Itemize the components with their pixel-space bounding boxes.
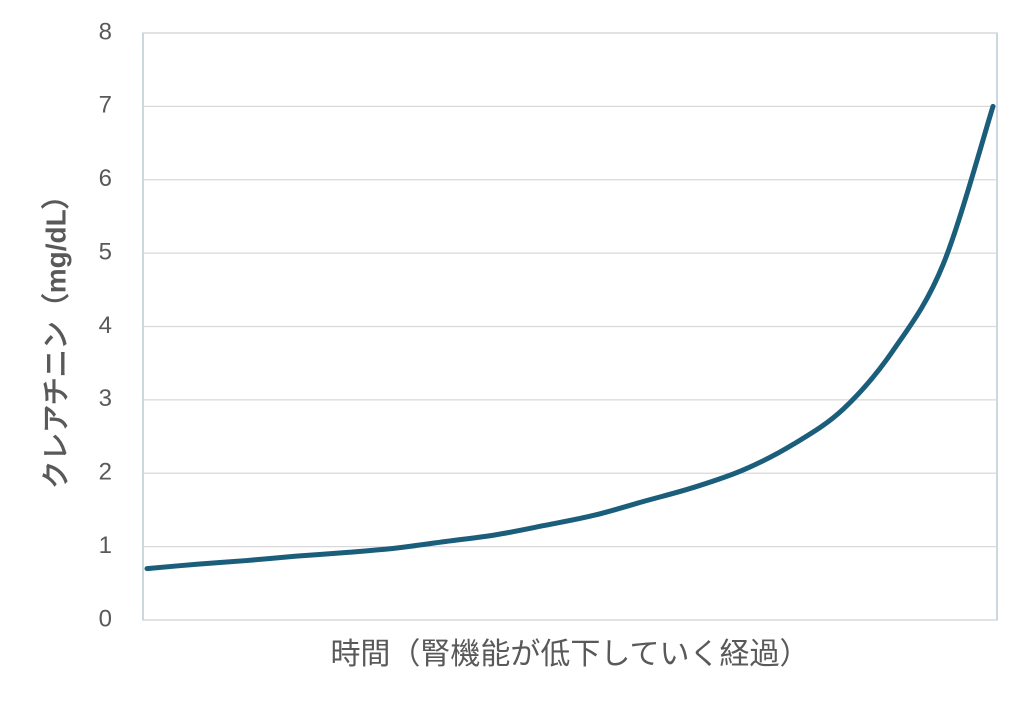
y-tick-label: 7: [99, 92, 112, 119]
y-axis-label: クレアチニン（mg/dL）: [39, 181, 71, 488]
data-line: [144, 103, 996, 572]
y-tick-label: 2: [99, 459, 112, 486]
x-axis-label: 時間（腎機能が低下していく経過）: [330, 638, 809, 671]
y-tick-label: 8: [99, 18, 112, 45]
y-tick-label: 4: [99, 312, 112, 339]
y-tick-label: 5: [99, 238, 112, 265]
y-tick-label: 0: [99, 605, 112, 632]
y-tick-label: 6: [99, 165, 112, 192]
y-tick-label: 1: [99, 532, 112, 559]
y-tick-label: 3: [99, 385, 112, 412]
